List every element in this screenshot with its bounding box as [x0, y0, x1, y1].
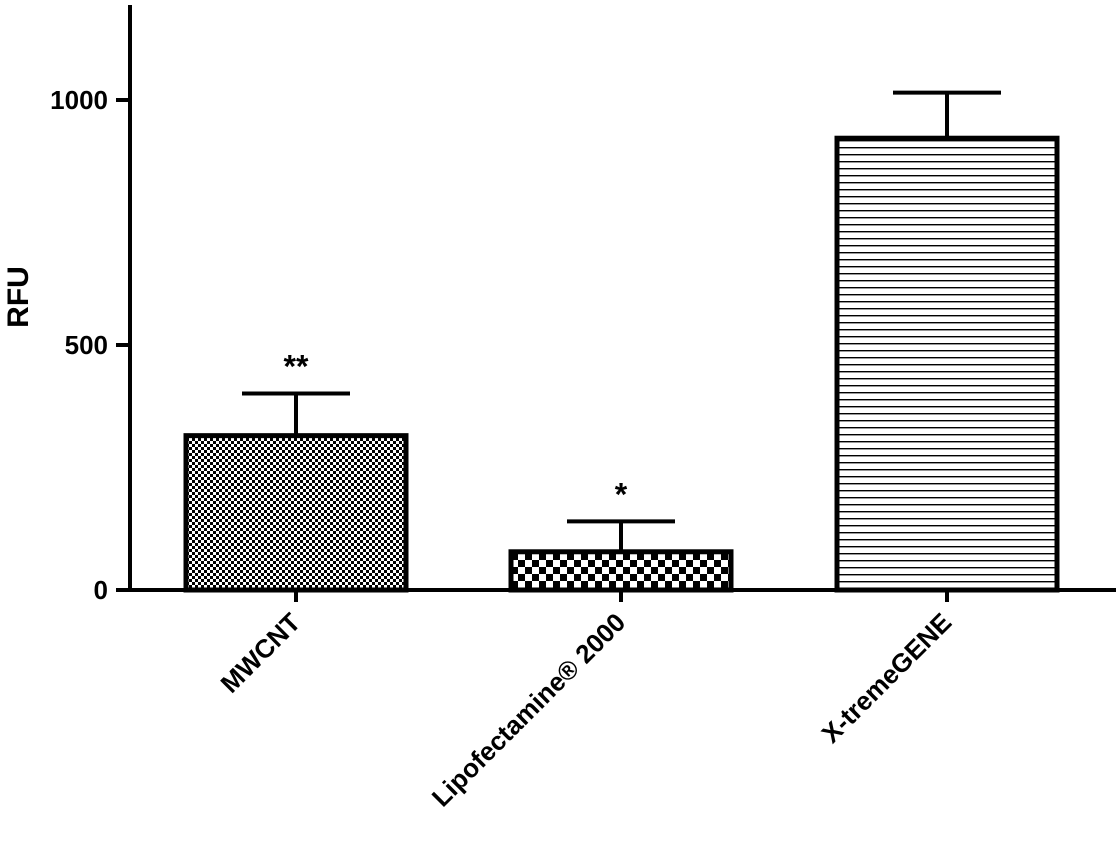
x-tick-label: Lipofectamine® 2000 — [426, 607, 631, 812]
x-tick-label: X-tremeGENE — [815, 607, 957, 749]
x-tick-label: MWCNT — [215, 607, 307, 699]
bar — [834, 135, 1060, 593]
bar — [183, 433, 409, 593]
y-tick-label: 500 — [65, 330, 108, 360]
error-bars — [242, 90, 1001, 552]
x-axis-ticks: MWCNT Lipofectamine® 2000 X-tremeGENE — [215, 590, 957, 812]
bar — [508, 549, 734, 593]
y-axis-label: RFU — [2, 266, 35, 328]
y-tick-label: 1000 — [50, 85, 108, 115]
significance-label: ** — [284, 349, 309, 385]
significance-annotations: *** — [284, 349, 628, 513]
y-axis-ticks: 0 500 1000 — [50, 85, 130, 605]
significance-label: * — [615, 476, 628, 512]
y-tick-label: 0 — [94, 575, 108, 605]
